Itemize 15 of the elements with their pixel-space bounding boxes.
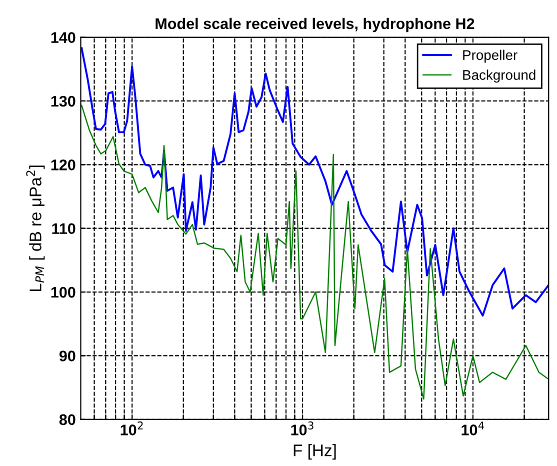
y-tick-label: 140	[51, 32, 76, 43]
y-tick-label: 100	[51, 286, 76, 298]
x-axis-title: F [Hz]	[294, 444, 336, 460]
x-tick-label: 10$^{4}$	[462, 422, 484, 436]
legend-label: Propeller	[463, 50, 518, 63]
y-axis-title: L$_{PM}$ [ dB re μPa$^{2}$]	[26, 166, 45, 292]
x-tick-label: 10$^{2}$	[120, 421, 143, 436]
x-tick-label: 10$^{3}$	[291, 421, 314, 436]
y-tick-label: 90	[59, 350, 76, 362]
y-tick-label: 110	[52, 223, 76, 234]
y-tick-label: 120	[51, 160, 76, 170]
chart-title: Model scale received levels, hydrophone H2	[156, 18, 474, 32]
y-tick-label: 130	[51, 96, 76, 107]
y-tick-label: 80	[59, 414, 76, 426]
legend-label: Background	[463, 70, 536, 83]
